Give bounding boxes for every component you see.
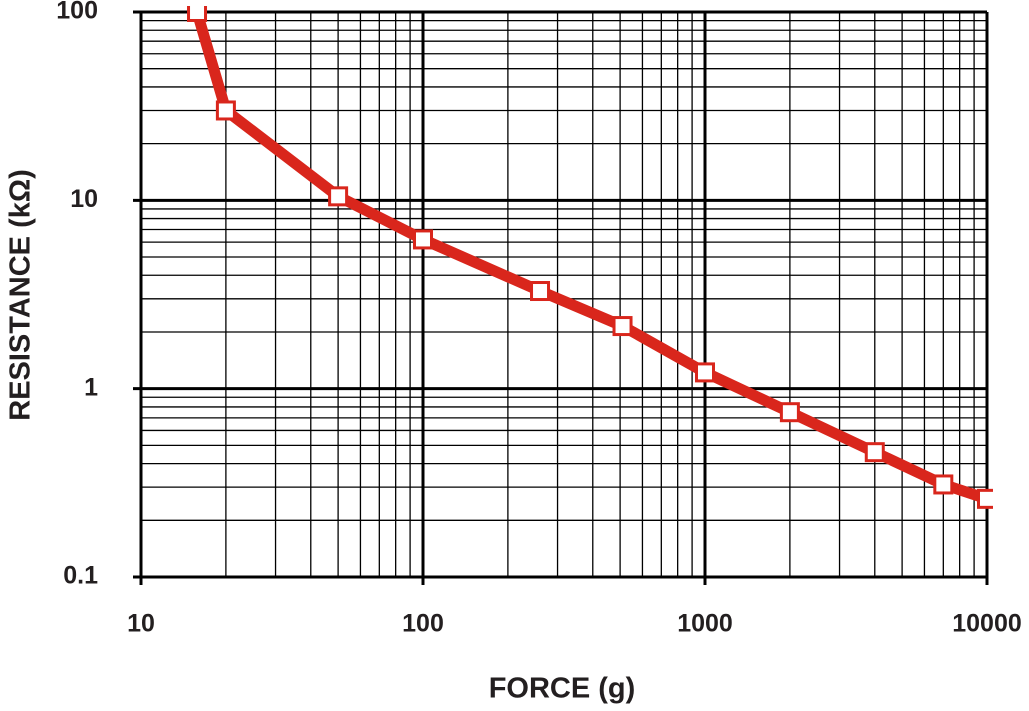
y-tick-label: 10 bbox=[70, 185, 98, 213]
plot-area bbox=[187, 6, 993, 509]
series-line bbox=[191, 10, 989, 505]
data-point bbox=[864, 442, 885, 463]
x-tick-label: 100 bbox=[402, 610, 444, 638]
y-tick-label: 1 bbox=[84, 373, 98, 401]
data-point bbox=[779, 402, 800, 423]
y-axis-label: RESISTANCE (kΩ) bbox=[5, 169, 37, 421]
y-tick-label: 0.1 bbox=[63, 562, 98, 590]
x-tick-label: 10 bbox=[127, 610, 155, 638]
y-tick-label: 100 bbox=[56, 0, 98, 25]
data-point bbox=[328, 186, 349, 207]
data-point bbox=[933, 474, 954, 495]
data-point bbox=[413, 229, 433, 250]
data-point bbox=[530, 281, 551, 302]
data-point bbox=[695, 362, 715, 383]
data-point bbox=[215, 100, 236, 121]
x-tick-label: 10000 bbox=[952, 610, 1022, 638]
grid bbox=[133, 10, 989, 585]
x-tick-label: 1000 bbox=[677, 610, 733, 638]
labels: 10 100 1000 10000 0.1 1 10 100 bbox=[56, 0, 1021, 638]
data-point bbox=[187, 6, 208, 22]
data-point bbox=[612, 316, 633, 337]
data-point bbox=[977, 488, 993, 509]
x-axis-label: FORCE (g) bbox=[489, 673, 636, 705]
